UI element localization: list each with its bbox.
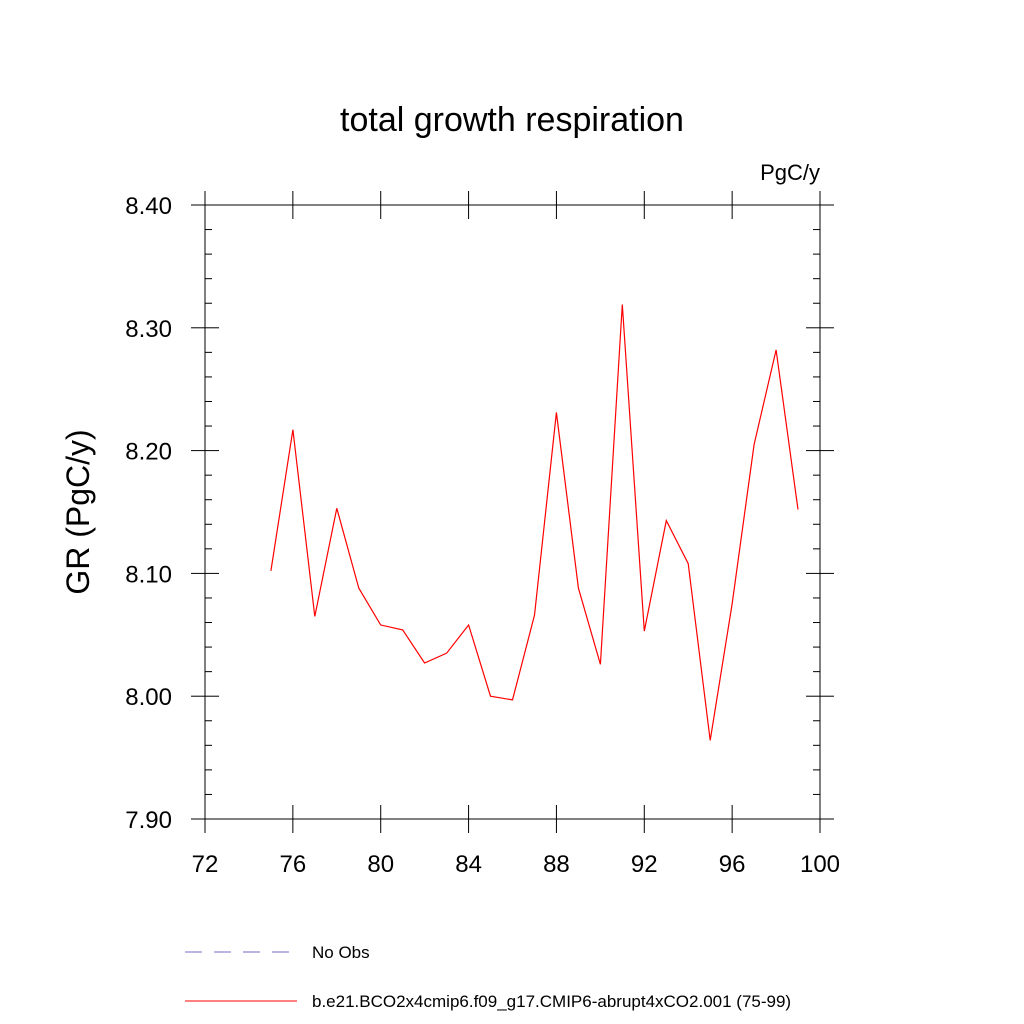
y-tick-label: 8.00 xyxy=(125,684,172,711)
x-tick-label: 80 xyxy=(367,851,394,878)
y-tick-label: 8.10 xyxy=(125,561,172,588)
units-label: PgC/y xyxy=(760,160,820,185)
axis-tick-labels: 72 76 80 84 88 92 96 100 7.90 8.00 8.10 8.20 8.30 8.4… xyxy=(125,193,840,878)
legend-label: b.e21.BCO2x4cmip6.f09_g17.CMIP6-abrupt4x… xyxy=(312,992,791,1011)
y-tick-label: 8.30 xyxy=(125,316,172,343)
chart-title: total growth respiration xyxy=(340,101,684,139)
y-axis-label: GR (PgC/y) xyxy=(60,429,96,594)
y-tick-label: 8.40 xyxy=(125,193,172,220)
legend-label: No Obs xyxy=(312,943,370,962)
x-tick-label: 96 xyxy=(719,851,746,878)
x-tick-label: 72 xyxy=(192,851,219,878)
plot-frame xyxy=(204,204,821,820)
series-line xyxy=(270,304,799,741)
legend: No Obs b.e21.BCO2x4cmip6.f09_g17.CMIP6-ab… xyxy=(185,943,791,1011)
axis-ticks xyxy=(191,191,834,833)
x-tick-label: 76 xyxy=(280,851,307,878)
x-tick-label: 92 xyxy=(631,851,658,878)
x-tick-label: 100 xyxy=(800,851,840,878)
x-tick-label: 84 xyxy=(455,851,482,878)
y-tick-label: 8.20 xyxy=(125,439,172,466)
x-tick-label: 88 xyxy=(543,851,570,878)
series-group xyxy=(270,304,799,741)
y-tick-label: 7.90 xyxy=(125,807,172,834)
